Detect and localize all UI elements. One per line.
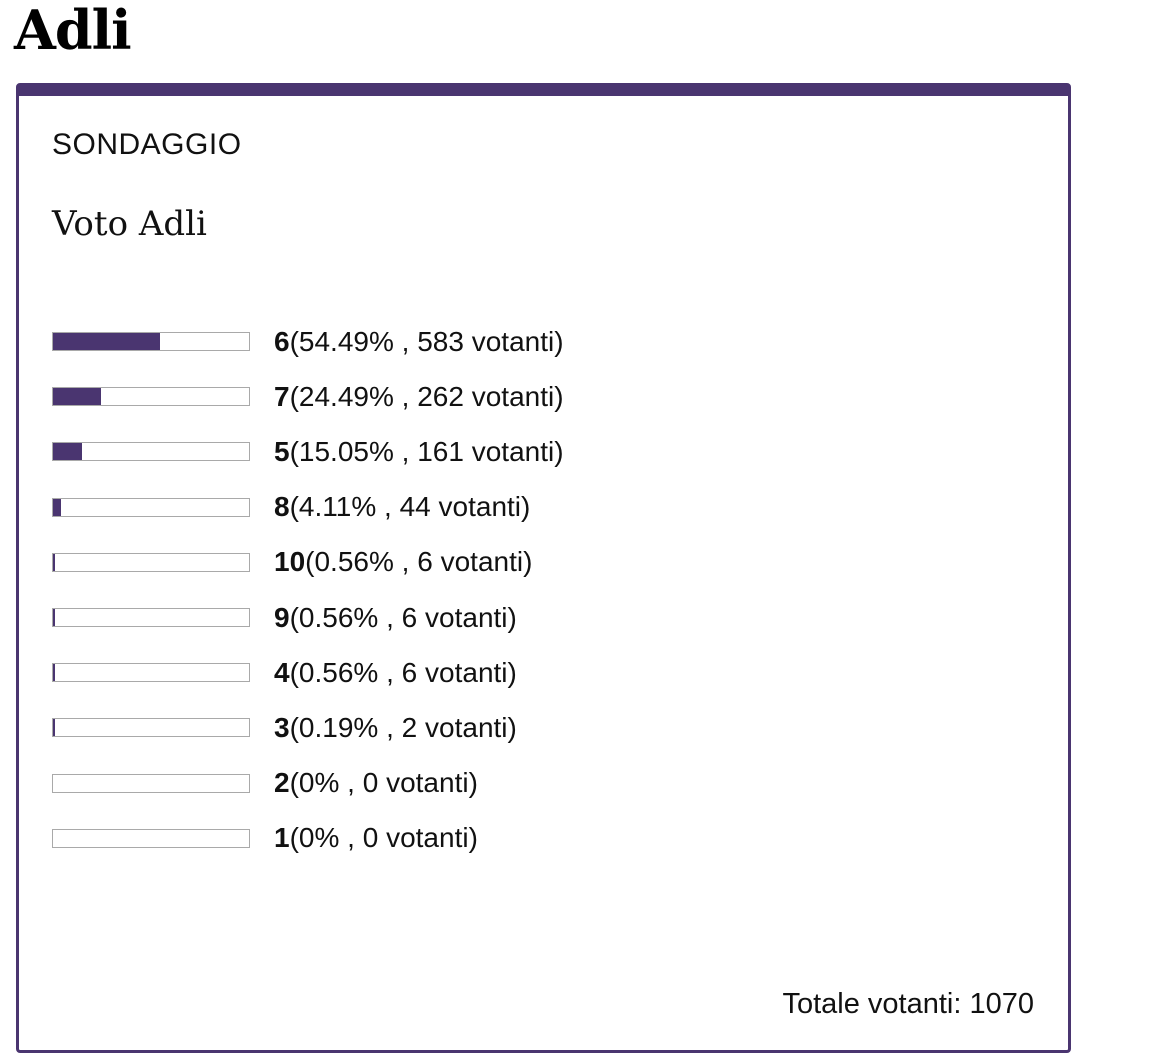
poll-option-bar (52, 663, 250, 683)
poll-card: SONDAGGIO Voto Adli 6(54.49% , 583 votan… (16, 83, 1071, 1053)
poll-option-text: 2(0% , 0 votanti) (274, 767, 478, 799)
poll-option-votes-word: votanti (471, 380, 555, 412)
poll-option-bar-fill (53, 388, 101, 406)
poll-kicker: SONDAGGIO (52, 128, 242, 161)
poll-option-bar (52, 718, 250, 738)
poll-option-percent: 0.19% (298, 711, 379, 743)
poll-option-percent: 0% (298, 822, 340, 854)
poll-total: Totale votanti: 1070 (782, 988, 1034, 1021)
poll-option-votes-word: votanti (386, 822, 469, 854)
poll-option-votes: 161 (417, 435, 464, 467)
poll-option-text: 5(15.05% , 161 votanti) (274, 435, 564, 467)
poll-option: 6(54.49% , 583 votanti) (52, 314, 564, 369)
poll-option-votes-word: votanti (425, 656, 508, 688)
poll-option-votes: 6 (401, 656, 418, 688)
poll-option-votes: 0 (362, 822, 379, 854)
poll-option-label: 7 (274, 380, 290, 412)
poll-option-percent: 0.56% (298, 601, 379, 633)
poll-option-votes-word: votanti (425, 711, 508, 743)
poll-option-bar-fill (53, 498, 62, 516)
poll-option-bar (52, 442, 250, 462)
poll-option-text: 10(0.56% , 6 votanti) (274, 546, 533, 578)
poll-option-bar (52, 332, 250, 352)
poll-option-bar-fill (53, 664, 55, 682)
poll-option-votes: 6 (401, 601, 418, 633)
poll-option-label: 9 (274, 601, 290, 633)
poll-option: 3(0.19% , 2 votanti) (52, 700, 564, 755)
poll-option-bar-fill (53, 719, 55, 737)
poll-option: 2(0% , 0 votanti) (52, 756, 564, 811)
poll-option-text: 7(24.49% , 262 votanti) (274, 380, 564, 412)
poll-option-text: 9(0.56% , 6 votanti) (274, 601, 517, 633)
poll-option-text: 6(54.49% , 583 votanti) (274, 325, 564, 357)
poll-option-label: 8 (274, 491, 290, 523)
poll-option: 9(0.56% , 6 votanti) (52, 590, 564, 645)
poll-option-bar-fill (53, 609, 55, 627)
poll-total-label: Totale votanti: (782, 988, 962, 1020)
poll-option: 10(0.56% , 6 votanti) (52, 535, 564, 590)
poll-option-votes: 0 (362, 767, 379, 799)
poll-option: 1(0% , 0 votanti) (52, 811, 564, 866)
poll-option-percent: 24.49% (298, 380, 394, 412)
poll-option-label: 10 (274, 546, 306, 578)
poll-question: Voto Adli (52, 204, 207, 244)
poll-option-votes-word: votanti (471, 435, 555, 467)
poll-option: 5(15.05% , 161 votanti) (52, 424, 564, 479)
poll-option-bar (52, 608, 250, 628)
poll-option-bar-fill (53, 443, 83, 461)
poll-option-bar (52, 773, 250, 793)
poll-option-bar (52, 497, 250, 517)
poll-option-votes-word: votanti (471, 325, 555, 357)
poll-option-votes: 44 (399, 491, 431, 523)
poll-option-votes-word: votanti (386, 767, 469, 799)
poll-option-percent: 54.49% (298, 325, 394, 357)
poll-option-text: 3(0.19% , 2 votanti) (274, 711, 517, 743)
poll-option-votes-word: votanti (438, 491, 522, 523)
poll-option-label: 6 (274, 325, 290, 357)
poll-option-percent: 0.56% (298, 656, 379, 688)
poll-option-label: 3 (274, 711, 290, 743)
poll-option-votes: 6 (417, 546, 433, 578)
page-title: Adli (14, 0, 132, 62)
poll-option: 8(4.11% , 44 votanti) (52, 480, 564, 535)
poll-option-bar (52, 828, 250, 848)
poll-option-bar-fill (53, 333, 160, 351)
poll-option-percent: 4.11% (298, 491, 377, 523)
poll-option-percent: 0.56% (314, 546, 394, 578)
poll-option-percent: 0% (298, 767, 340, 799)
poll-option-votes: 583 (417, 325, 464, 357)
poll-option-label: 5 (274, 435, 290, 467)
poll-option-votes: 2 (401, 711, 418, 743)
poll-option: 4(0.56% , 6 votanti) (52, 645, 564, 700)
poll-option-label: 2 (274, 767, 290, 799)
poll-option-bar-fill (53, 553, 55, 571)
poll-option-text: 1(0% , 0 votanti) (274, 822, 478, 854)
poll-option-bar (52, 387, 250, 407)
poll-option-label: 1 (274, 822, 290, 854)
poll-total-value: 1070 (969, 988, 1034, 1020)
poll-option-text: 4(0.56% , 6 votanti) (274, 656, 517, 688)
poll-option-bar (52, 552, 250, 572)
poll-option-percent: 15.05% (298, 435, 394, 467)
poll-option-text: 8(4.11% , 44 votanti) (274, 491, 531, 523)
poll-option: 7(24.49% , 262 votanti) (52, 369, 564, 424)
poll-option-votes-word: votanti (440, 546, 524, 578)
poll-option-label: 4 (274, 656, 290, 688)
poll-option-votes-word: votanti (425, 601, 508, 633)
poll-option-votes: 262 (417, 380, 464, 412)
poll-options-list: 6(54.49% , 583 votanti) 7(24.49% , 262 vo… (52, 314, 564, 866)
